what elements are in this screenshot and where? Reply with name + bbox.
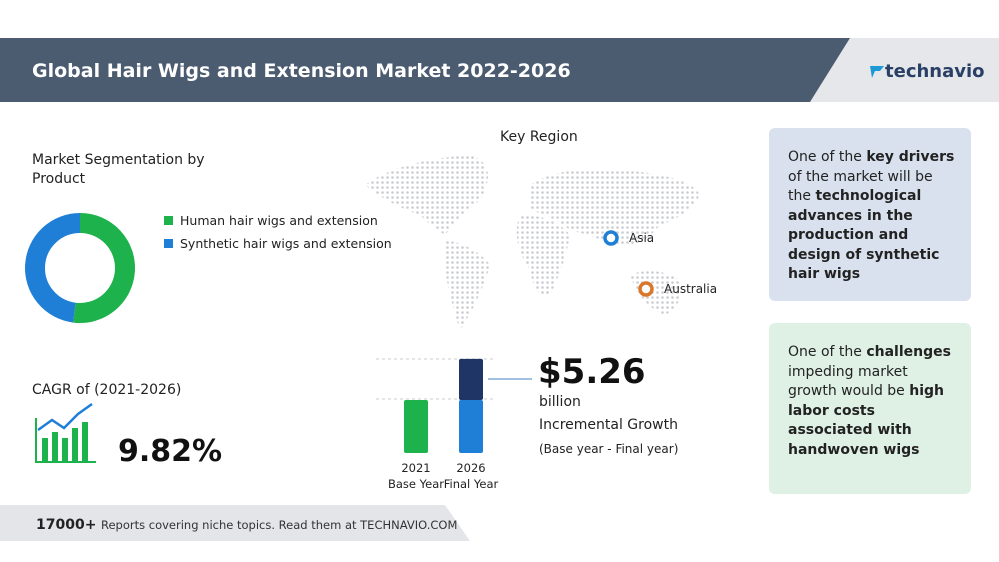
text-run: challenges [866,344,951,360]
bar-label: Final Year [444,477,499,491]
legend-label: Human hair wigs and extension [180,213,378,228]
title: Global Hair Wigs and Extension Market 20… [32,60,571,82]
segmentation-title: Market Segmentation by Product [32,152,205,187]
footer-band [0,505,445,541]
world-map [365,155,700,330]
icon-bar [42,438,48,461]
region-title: Key Region [500,129,578,145]
donut-segment [73,213,135,323]
text-run: One of the [788,344,867,360]
donut-segment [25,213,81,323]
icon-bar [52,432,58,461]
footer-text: Reports covering niche topics. Read them… [101,518,457,532]
growth-bar [459,358,483,400]
icon-bar [82,422,88,461]
growth-bar [459,399,483,453]
text-run: impeding market growth would be [788,363,910,400]
icon-axis [35,418,96,463]
region-label: Australia [664,282,717,296]
growth-note: (Base year - Final year) [539,442,678,456]
text-run: of the market will be the [788,168,933,205]
challenges-box: One of the challenges impeding market gr… [769,323,971,494]
legend-swatch [164,239,173,248]
logo: technavio [885,61,985,82]
growth-value: $5.26 [538,352,646,392]
cagr-value: 9.82% [118,434,222,469]
bar-label: Base Year [388,477,444,491]
icon-line [37,402,93,432]
text-run: technological advances in the production… [788,188,940,282]
footer-count: 17000+ [36,517,96,533]
drivers-text: One of the key drivers of the market wil… [788,149,954,282]
logo-area [810,38,999,102]
cagr-label: CAGR of (2021-2026) [32,382,181,398]
growth-label: Incremental Growth [539,417,678,433]
bar-year: 2026 [456,461,485,475]
icon-bar [72,428,78,461]
growth-unit: billion [539,394,581,410]
challenges-text: One of the challenges impeding market gr… [788,344,951,458]
bar-year: 2021 [401,461,430,475]
logo-icon [870,66,884,78]
region-marker [603,230,619,246]
region-label: Asia [629,231,654,245]
drivers-box: One of the key drivers of the market wil… [769,128,971,301]
cagr-icon [35,402,96,463]
footer-edge [445,505,470,541]
growth-bar [404,399,428,453]
region-marker [638,281,654,297]
legend-label: Synthetic hair wigs and extension [180,236,392,251]
text-run: high labor costs associated with handwov… [788,383,944,458]
icon-bar [62,438,68,461]
legend-swatch [164,216,173,225]
text-run: key drivers [866,149,955,165]
text-run: One of the [788,149,867,165]
